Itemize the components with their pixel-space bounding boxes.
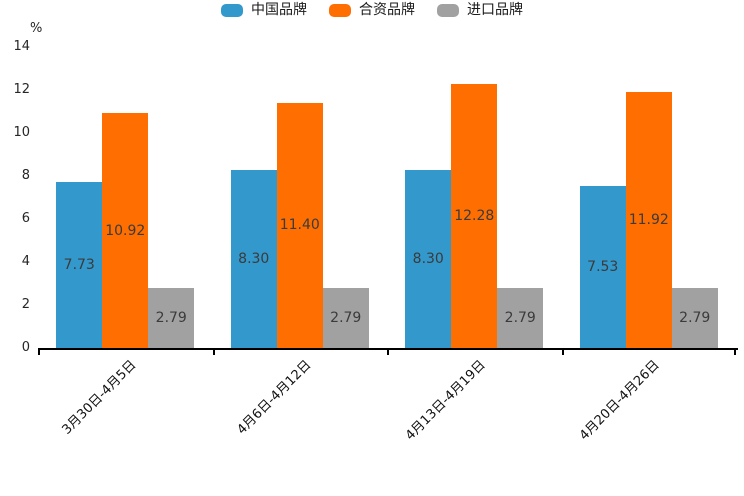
y-tick-label: 0 [21, 340, 30, 355]
y-tick-label: 2 [21, 297, 30, 312]
legend-swatch-icon [329, 3, 351, 17]
x-category-label: 4月6日-4月12日 [234, 357, 315, 438]
legend-swatch-icon [437, 3, 459, 17]
y-tick-label: 10 [13, 125, 30, 140]
bar[interactable] [148, 288, 195, 348]
x-axis-tick [387, 348, 389, 355]
bar[interactable] [497, 288, 544, 348]
legend: 中国品牌 合资品牌 进口品牌 [0, 0, 744, 20]
x-category-label: 4月20日-4月26日 [577, 357, 664, 444]
x-category-label: 4月13日-4月19日 [402, 357, 489, 444]
x-axis-tick [734, 348, 736, 355]
y-tick-label: 8 [21, 168, 30, 183]
bar[interactable] [625, 91, 672, 348]
bar[interactable] [230, 169, 277, 348]
x-axis-tick [212, 348, 215, 355]
bar[interactable] [56, 181, 103, 348]
x-axis-tick [38, 348, 40, 355]
y-tick-label: 4 [21, 254, 30, 269]
y-tick-label: 12 [13, 82, 30, 97]
x-category-label: 3月30日-4月5日 [59, 357, 140, 438]
legend-item-label: 合资品牌 [359, 2, 415, 18]
bar[interactable] [405, 169, 452, 348]
legend-item[interactable]: 中国品牌 [221, 1, 307, 19]
legend-item[interactable]: 合资品牌 [329, 1, 415, 19]
legend-item-label: 进口品牌 [467, 2, 523, 18]
bar[interactable] [671, 288, 718, 348]
legend-swatch-icon [221, 3, 243, 17]
y-tick-label: 14 [13, 39, 30, 54]
bar[interactable] [579, 186, 626, 348]
bar[interactable] [451, 83, 498, 348]
bar[interactable] [276, 102, 323, 348]
bar[interactable] [102, 113, 149, 348]
y-tick-label: 6 [21, 211, 30, 226]
bar[interactable] [322, 288, 369, 348]
legend-item[interactable]: 进口品牌 [437, 1, 523, 19]
x-axis-tick [561, 348, 564, 355]
legend-item-label: 中国品牌 [251, 2, 307, 18]
y-axis-unit-label: % [30, 21, 43, 36]
